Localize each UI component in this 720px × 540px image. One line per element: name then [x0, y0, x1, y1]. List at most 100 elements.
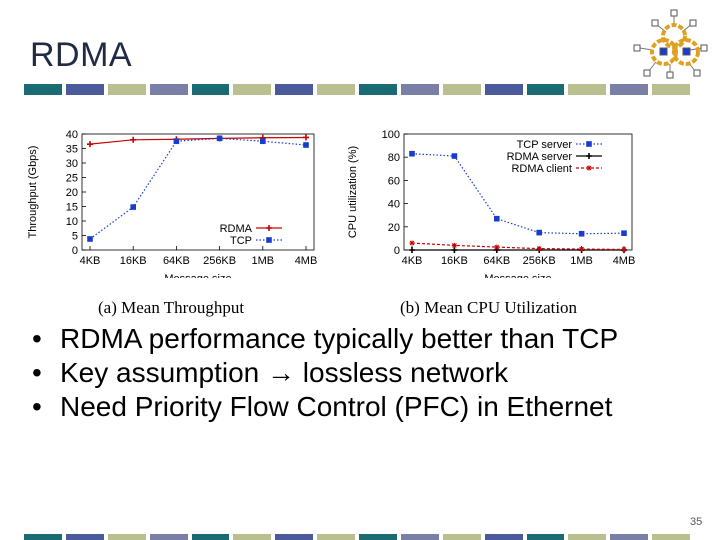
series-line	[411, 242, 625, 251]
stripe-segment	[359, 534, 397, 540]
plot-frame	[81, 133, 315, 251]
data-point	[621, 246, 627, 252]
legend-label: RDMA server	[507, 151, 573, 163]
y-tick-label: 30	[66, 158, 78, 170]
throughput-caption: (a) Mean Throughput	[98, 298, 245, 317]
legend-label: TCP server	[517, 139, 573, 151]
data-point	[451, 153, 458, 159]
stripe-segment	[65, 534, 104, 540]
x-axis-label: Message size	[164, 273, 231, 278]
stripe-segment	[65, 84, 104, 95]
legend-marker	[266, 237, 272, 243]
stripe-segment	[610, 84, 649, 95]
stripe-segment	[442, 84, 481, 95]
series-line	[89, 136, 307, 145]
legend-marker	[586, 141, 592, 147]
x-tick-label: 64KB	[483, 255, 510, 267]
data-point	[409, 240, 415, 246]
stripe-segment	[149, 534, 188, 540]
data-point	[173, 138, 180, 145]
data-point	[621, 230, 627, 236]
data-point	[578, 230, 585, 237]
data-point	[303, 134, 309, 141]
x-tick-label: 256KB	[203, 255, 236, 267]
stripe-segment	[568, 84, 607, 95]
x-axis-label: Message size	[484, 273, 551, 278]
data-point	[87, 236, 93, 242]
legend-marker	[266, 225, 272, 231]
stripe-segment	[568, 534, 607, 540]
y-tick-label: 60	[388, 175, 400, 187]
legend-label: TCP	[230, 235, 252, 247]
stripe-segment	[317, 84, 355, 95]
stripe-segment	[275, 534, 314, 540]
series-line	[411, 153, 625, 235]
x-tick-label: 16KB	[441, 255, 468, 267]
y-tick-label: 80	[388, 152, 400, 164]
legend-marker	[586, 165, 592, 171]
data-point	[130, 204, 136, 210]
data-point	[260, 138, 266, 145]
bullet-item: RDMA performance typically better than T…	[30, 322, 650, 356]
x-tick-label: 4MB	[295, 255, 318, 267]
stripe-segment	[526, 534, 565, 540]
series-line	[89, 137, 307, 240]
data-point	[409, 150, 415, 157]
y-axis-label: CPU utilization (%)	[347, 146, 359, 238]
data-point	[494, 215, 500, 222]
y-tick-label: 35	[66, 144, 78, 156]
data-point	[494, 244, 500, 250]
data-point	[536, 246, 542, 252]
data-point	[216, 135, 223, 142]
y-tick-label: 40	[66, 129, 78, 141]
legend-label: RDMA	[220, 223, 253, 235]
stripe-segment	[359, 84, 397, 95]
cpu-utilization-chart: 0 20 40 60 80 100 4KB 16KB 64KB 256KB 1MB 4MB Messag…	[347, 129, 636, 278]
x-tick-label: 256KB	[523, 255, 556, 267]
stripe-segment	[400, 534, 439, 540]
stripe-segment	[317, 534, 355, 540]
y-tick-label: 100	[382, 129, 400, 141]
stripe-segment	[400, 84, 439, 95]
stripe-segment	[24, 534, 62, 540]
throughput-chart: 0 5 10 15 20 25 30 35 40 4KB 16KB 64KB 256KB 1MB 4MB Me…	[27, 129, 318, 278]
y-tick-label: 40	[388, 199, 400, 211]
stripe-segment	[191, 84, 230, 95]
y-tick-label: 0	[72, 245, 78, 257]
top-color-stripe	[24, 84, 694, 95]
bullet-item: Need Priority Flow Control (PFC) in Ethe…	[30, 390, 650, 424]
data-point	[451, 247, 458, 253]
legend-marker	[586, 153, 592, 159]
stripe-segment	[610, 534, 649, 540]
y-tick-label: 10	[66, 216, 78, 228]
x-tick-label: 4MB	[613, 255, 636, 267]
y-tick-label: 5	[72, 231, 78, 243]
x-tick-label: 16KB	[120, 255, 147, 267]
stripe-segment	[652, 84, 690, 95]
legend-label: RDMA client	[511, 163, 572, 175]
x-tick-label: 1MB	[570, 255, 593, 267]
stripe-segment	[526, 84, 565, 95]
data-point	[579, 246, 585, 252]
data-point	[130, 136, 137, 143]
y-tick-label: 0	[394, 245, 400, 257]
y-tick-label: 15	[66, 202, 78, 214]
data-point	[536, 229, 542, 236]
bullet-list: RDMA performance typically better than T…	[30, 322, 650, 424]
data-point	[303, 142, 309, 148]
network-logo-icon	[633, 9, 708, 79]
stripe-segment	[191, 534, 230, 540]
stripe-segment	[149, 84, 188, 95]
data-point	[409, 247, 415, 253]
y-axis-label: Throughput (Gbps)	[27, 146, 39, 239]
stripe-segment	[442, 534, 481, 540]
stripe-segment	[652, 534, 690, 540]
x-tick-label: 4KB	[80, 255, 101, 267]
stripe-segment	[107, 534, 146, 540]
x-tick-label: 64KB	[163, 255, 190, 267]
stripe-segment	[275, 84, 314, 95]
y-tick-label: 20	[66, 187, 78, 199]
stripe-segment	[484, 534, 523, 540]
cpu-utilization-caption: (b) Mean CPU Utilization	[400, 298, 578, 317]
bottom-color-stripe	[24, 534, 694, 540]
